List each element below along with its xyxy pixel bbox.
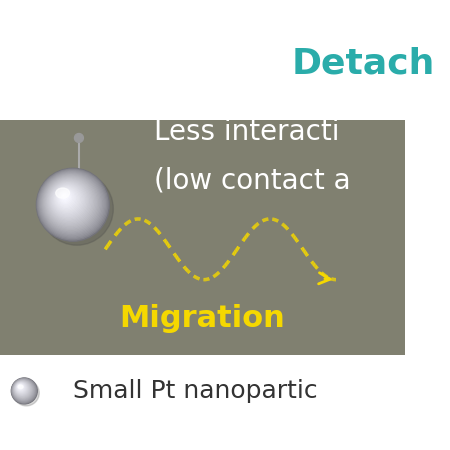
- Circle shape: [37, 169, 108, 240]
- Text: Migration: Migration: [120, 304, 285, 333]
- Circle shape: [19, 386, 21, 387]
- Circle shape: [13, 379, 34, 401]
- Circle shape: [38, 170, 107, 238]
- Circle shape: [47, 179, 92, 225]
- Circle shape: [49, 181, 89, 220]
- Circle shape: [55, 187, 78, 210]
- Circle shape: [63, 195, 65, 197]
- Circle shape: [48, 180, 90, 222]
- Circle shape: [18, 385, 22, 389]
- Circle shape: [40, 171, 104, 236]
- Circle shape: [16, 382, 28, 395]
- Circle shape: [18, 384, 23, 390]
- Text: Small Pt nanopartic: Small Pt nanopartic: [73, 379, 318, 403]
- Circle shape: [15, 382, 29, 396]
- Circle shape: [14, 381, 31, 397]
- Circle shape: [13, 380, 34, 400]
- Circle shape: [14, 381, 32, 398]
- Circle shape: [17, 383, 25, 392]
- Circle shape: [47, 180, 91, 223]
- Circle shape: [62, 194, 68, 200]
- Circle shape: [57, 189, 76, 207]
- Circle shape: [17, 384, 24, 391]
- Circle shape: [14, 381, 30, 397]
- Circle shape: [16, 382, 27, 394]
- Circle shape: [17, 383, 26, 392]
- Circle shape: [43, 175, 99, 231]
- Circle shape: [56, 188, 77, 209]
- Circle shape: [42, 174, 100, 232]
- Circle shape: [44, 176, 96, 228]
- Circle shape: [50, 183, 86, 218]
- Text: Detach: Detach: [292, 46, 435, 80]
- Circle shape: [14, 380, 39, 406]
- Circle shape: [44, 176, 98, 230]
- Circle shape: [75, 134, 83, 143]
- Circle shape: [14, 380, 33, 400]
- Circle shape: [60, 192, 71, 202]
- Circle shape: [39, 171, 105, 237]
- Circle shape: [59, 191, 72, 204]
- FancyBboxPatch shape: [0, 120, 405, 355]
- Circle shape: [63, 194, 67, 198]
- Circle shape: [50, 182, 87, 219]
- Circle shape: [52, 184, 83, 215]
- Text: Less interacti: Less interacti: [154, 118, 339, 146]
- Circle shape: [18, 384, 24, 390]
- Circle shape: [16, 383, 27, 393]
- Circle shape: [40, 172, 103, 235]
- Circle shape: [58, 190, 73, 205]
- Circle shape: [40, 172, 113, 245]
- Circle shape: [58, 189, 74, 206]
- Text: (low contact a: (low contact a: [154, 166, 351, 194]
- Circle shape: [45, 177, 95, 227]
- Ellipse shape: [18, 385, 23, 389]
- Circle shape: [19, 386, 20, 387]
- Circle shape: [12, 378, 36, 403]
- Circle shape: [41, 173, 102, 234]
- Circle shape: [11, 378, 37, 404]
- Circle shape: [18, 385, 22, 388]
- Circle shape: [12, 378, 36, 402]
- Circle shape: [46, 178, 94, 225]
- Circle shape: [51, 183, 85, 216]
- Circle shape: [61, 193, 69, 201]
- Circle shape: [53, 185, 82, 214]
- Circle shape: [36, 168, 109, 241]
- Circle shape: [54, 186, 81, 213]
- Circle shape: [14, 380, 32, 399]
- Ellipse shape: [56, 188, 70, 198]
- Circle shape: [15, 382, 29, 396]
- Circle shape: [54, 186, 80, 211]
- Circle shape: [12, 379, 35, 402]
